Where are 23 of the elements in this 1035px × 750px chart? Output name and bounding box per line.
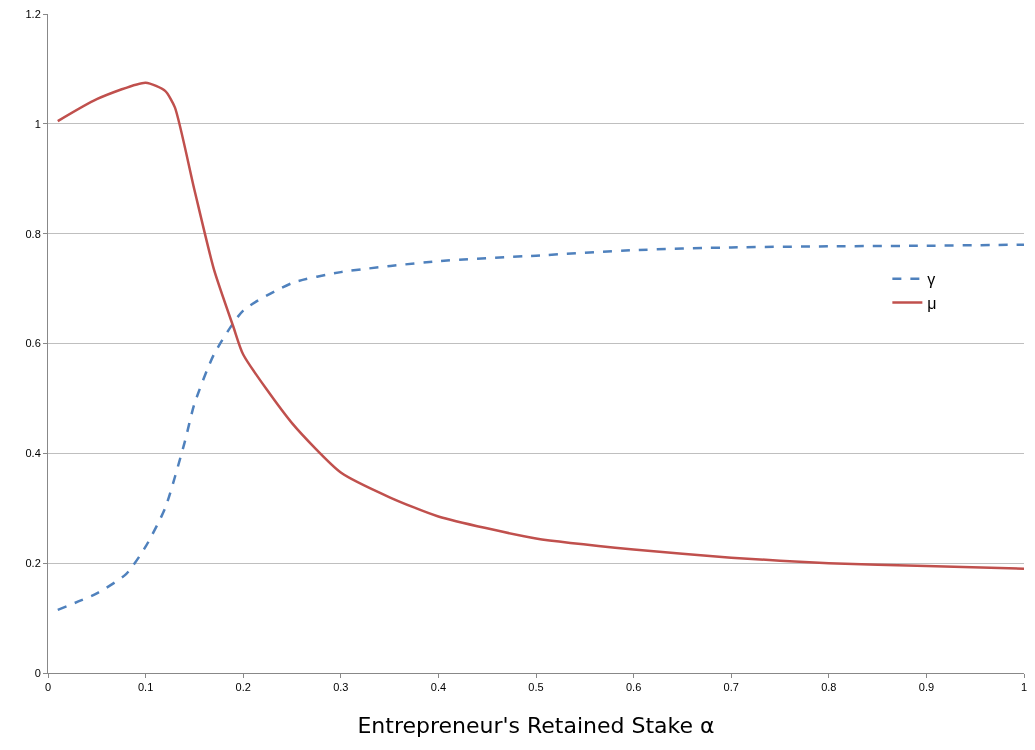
x-tick-label: 0.5: [528, 681, 544, 694]
x-tick-label: 0.4: [430, 681, 447, 694]
x-tick-label: 0.1: [137, 681, 154, 694]
x-tick-label: 0.6: [625, 681, 642, 694]
x-tick-label: 0.9: [918, 681, 935, 694]
x-tick-label: 0.2: [235, 681, 251, 694]
x-tick-label: 0.7: [723, 681, 739, 694]
y-tick-label: 0: [34, 666, 41, 679]
x-tick-label: 1: [1020, 681, 1028, 694]
y-tick-label: 0.4: [25, 447, 41, 460]
x-tick-label: 0: [44, 681, 52, 694]
legend-label: μ: [927, 294, 937, 312]
y-tick-label: 0.6: [25, 337, 41, 350]
legend-label: γ: [927, 270, 936, 288]
x-axis-title: Entrepreneur's Retained Stake α: [357, 713, 715, 739]
y-tick-label: 0.8: [25, 227, 41, 240]
y-tick-label: 1: [34, 117, 41, 130]
x-tick-label: 0.3: [333, 681, 349, 694]
x-tick-label: 0.8: [821, 681, 837, 694]
line-series: [56, 81, 1024, 570]
y-tick-label: 0.2: [25, 557, 41, 570]
y-tick-label: 1.2: [25, 7, 41, 20]
line-series: [56, 243, 1024, 612]
